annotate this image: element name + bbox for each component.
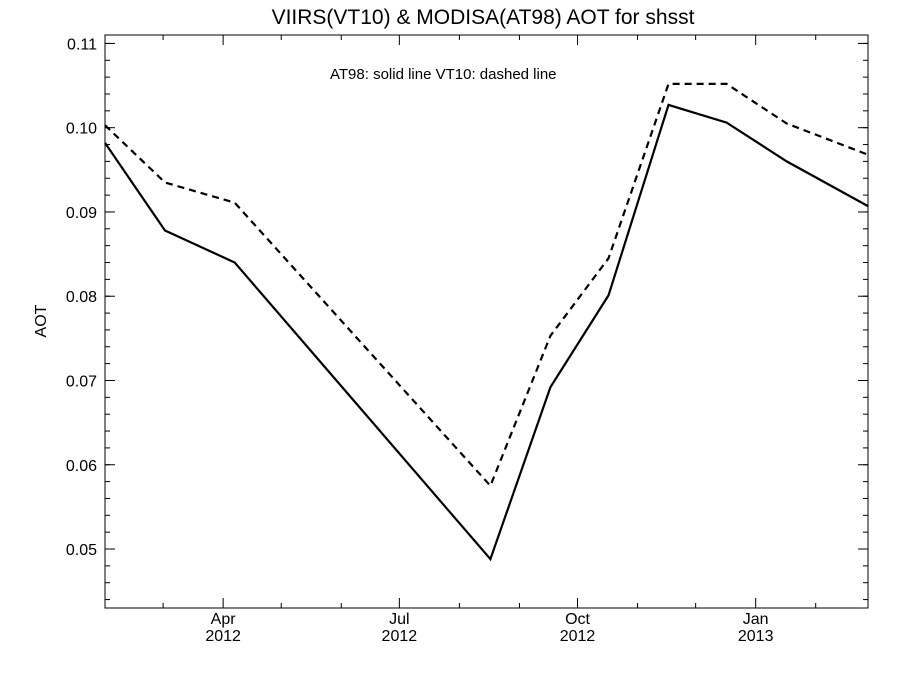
x-tick-label-year: 2012 (205, 628, 241, 645)
y-tick-label: 0.08 (66, 289, 97, 306)
x-tick-label-year: 2013 (738, 628, 774, 645)
y-axis-label: AOT (33, 304, 50, 337)
plot-frame (104, 34, 869, 609)
x-tick-label-month: Jul (389, 611, 409, 628)
x-tick-label-month: Apr (211, 611, 237, 628)
x-tick-label-year: 2012 (382, 628, 418, 645)
series-line-vt10 (104, 82, 869, 488)
axis-ticks (105, 35, 868, 608)
x-tick-label-month: Jan (743, 611, 769, 628)
chart-title: VIIRS(VT10) & MODISA(AT98) AOT for shsst (272, 6, 695, 29)
y-tick-label: 0.07 (66, 373, 97, 390)
x-tick-label-year: 2012 (560, 628, 596, 645)
series-line-at98 (104, 103, 869, 562)
y-tick-label: 0.09 (66, 205, 97, 222)
x-tick-label-month: Oct (565, 611, 590, 628)
y-tick-label: 0.11 (67, 36, 97, 53)
y-tick-labels: 0.05 0.06 0.07 0.08 0.09 0.10 0.11 (66, 36, 97, 559)
legend-text: AT98: solid line VT10: dashed line (330, 66, 557, 83)
y-tick-label: 0.06 (66, 458, 97, 475)
y-tick-label: 0.05 (66, 542, 97, 559)
y-tick-label: 0.10 (66, 121, 97, 138)
series-layer (104, 82, 869, 562)
